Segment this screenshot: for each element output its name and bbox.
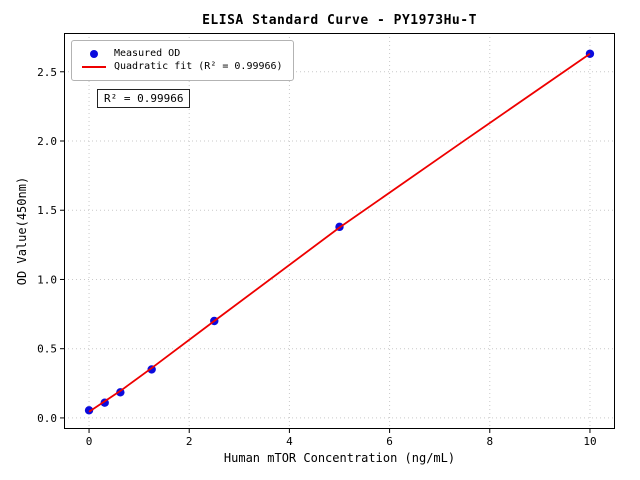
y-tick-label: 2.5	[37, 66, 57, 79]
r-squared-annotation: R² = 0.99966	[97, 89, 191, 108]
y-tick-label: 0.5	[37, 343, 57, 356]
legend-label-quadratic-fit: Quadratic fit (R² = 0.99966)	[114, 61, 283, 72]
x-tick-label: 4	[286, 435, 293, 448]
legend: Measured OD Quadratic fit (R² = 0.99966)	[71, 40, 294, 81]
x-tick-label: 10	[583, 435, 596, 448]
x-axis-label: Human mTOR Concentration (ng/mL)	[223, 451, 456, 465]
plot-border	[64, 33, 615, 429]
quadratic-fit-line-icon	[82, 66, 106, 68]
data-point-marker	[84, 406, 94, 415]
legend-item-quadratic-fit: Quadratic fit (R² = 0.99966)	[80, 62, 283, 72]
x-tick-label: 6	[386, 435, 393, 448]
legend-item-measured-od: Measured OD	[80, 49, 283, 59]
chart-title: ELISA Standard Curve - PY1973Hu-T	[202, 13, 477, 28]
y-tick-label: 1.5	[37, 204, 57, 217]
legend-marker-area	[80, 50, 108, 58]
y-axis-label: OD Value(450nm)	[15, 176, 29, 286]
legend-marker-area	[80, 66, 108, 68]
x-tick-label: 2	[186, 435, 193, 448]
x-tick-label: 0	[86, 435, 93, 448]
y-tick-label: 1.0	[37, 273, 57, 286]
fit-line	[88, 53, 591, 413]
legend-label-measured-od: Measured OD	[114, 48, 181, 59]
measured-od-dot-icon	[90, 50, 98, 58]
y-tick-label: 0.0	[37, 412, 57, 425]
y-tick-label: 2.0	[37, 135, 57, 148]
x-tick-label: 8	[486, 435, 493, 448]
